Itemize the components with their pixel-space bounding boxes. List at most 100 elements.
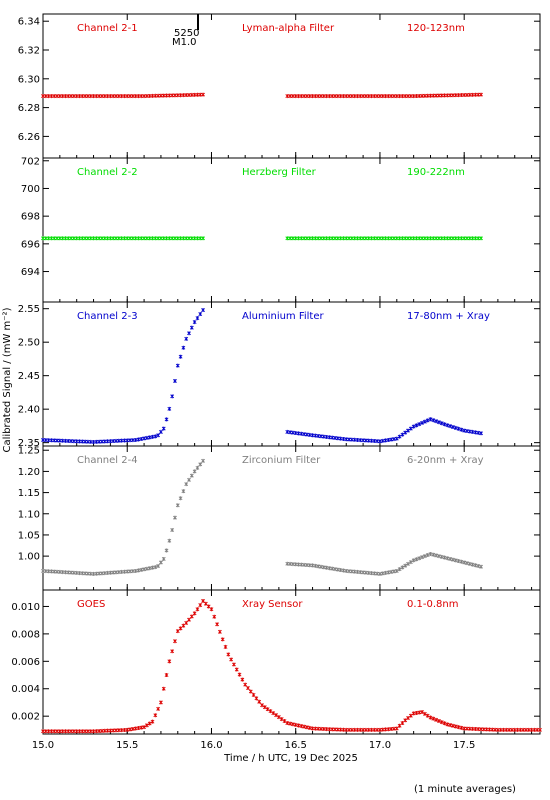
data-point bbox=[324, 236, 329, 241]
data-point bbox=[63, 729, 68, 734]
panel-frame bbox=[42, 445, 541, 591]
data-point bbox=[361, 94, 366, 99]
data-point bbox=[55, 94, 59, 99]
data-point bbox=[470, 236, 475, 241]
data-point bbox=[293, 94, 298, 99]
data-point bbox=[305, 432, 309, 437]
panel-label-0: GOES bbox=[77, 599, 105, 610]
data-point bbox=[91, 236, 96, 241]
data-point bbox=[203, 601, 208, 606]
data-point bbox=[254, 696, 259, 701]
panel-label-0: Channel 2-2 bbox=[77, 167, 138, 178]
data-point bbox=[380, 94, 385, 99]
data-point bbox=[97, 94, 102, 99]
panel-label-2: 6-20nm + Xray bbox=[407, 455, 484, 466]
y-tick-label: 2.55 bbox=[18, 304, 40, 315]
data-point bbox=[189, 236, 194, 241]
data-point bbox=[439, 421, 444, 426]
data-point bbox=[122, 236, 127, 241]
y-axis-title: Calibrated Signal / (mW m⁻²) bbox=[2, 307, 13, 452]
data-point bbox=[139, 236, 144, 241]
data-point bbox=[159, 560, 163, 565]
data-point bbox=[375, 727, 380, 732]
data-point bbox=[394, 726, 399, 731]
data-point bbox=[94, 94, 99, 99]
data-point bbox=[55, 236, 59, 241]
data-point bbox=[136, 726, 141, 731]
data-point bbox=[175, 236, 180, 241]
series-points bbox=[41, 308, 483, 444]
data-point bbox=[139, 725, 144, 730]
y-tick-label: 2.35 bbox=[18, 438, 40, 449]
data-point bbox=[285, 429, 290, 434]
y-tick-label: 1.15 bbox=[18, 488, 40, 499]
data-point bbox=[529, 727, 534, 732]
data-point bbox=[206, 604, 211, 609]
data-point bbox=[184, 482, 189, 487]
data-point bbox=[159, 429, 163, 434]
data-point bbox=[251, 692, 256, 697]
data-point bbox=[406, 561, 410, 566]
data-point bbox=[111, 94, 116, 99]
data-point bbox=[184, 336, 189, 341]
data-point bbox=[133, 568, 138, 573]
data-point bbox=[248, 689, 253, 694]
data-point bbox=[451, 723, 455, 728]
data-point bbox=[293, 236, 298, 241]
data-point bbox=[403, 718, 408, 723]
data-point bbox=[307, 236, 312, 241]
data-point bbox=[378, 236, 382, 241]
data-point bbox=[411, 236, 416, 241]
data-point bbox=[417, 710, 422, 715]
data-point bbox=[192, 236, 197, 241]
data-point bbox=[358, 94, 363, 99]
data-point bbox=[470, 429, 475, 434]
data-point bbox=[147, 435, 152, 440]
data-point bbox=[144, 566, 149, 571]
data-point bbox=[420, 420, 424, 425]
data-point bbox=[333, 567, 337, 572]
data-point bbox=[327, 236, 332, 241]
data-point bbox=[425, 713, 430, 718]
data-point bbox=[105, 236, 110, 241]
footnote: (1 minute averages) bbox=[414, 784, 516, 795]
data-point bbox=[366, 94, 371, 99]
data-point bbox=[178, 236, 183, 241]
panel-label-2: 0.1-0.8nm bbox=[407, 599, 459, 610]
y-tick-label: 0.008 bbox=[11, 629, 40, 640]
y-tick-label: 698 bbox=[21, 212, 40, 223]
data-point bbox=[130, 726, 135, 731]
panel-label-2: 120-123nm bbox=[407, 23, 465, 34]
data-point bbox=[344, 236, 349, 241]
data-point bbox=[178, 496, 183, 501]
data-point bbox=[144, 435, 149, 440]
data-point bbox=[473, 430, 478, 435]
data-point bbox=[43, 729, 48, 734]
data-point bbox=[114, 94, 118, 99]
data-point bbox=[198, 312, 203, 317]
data-point bbox=[296, 723, 301, 728]
data-point bbox=[268, 709, 273, 714]
data-point bbox=[290, 430, 295, 435]
data-point bbox=[282, 719, 287, 724]
data-point bbox=[55, 729, 59, 734]
data-point bbox=[310, 94, 315, 99]
data-point bbox=[192, 469, 197, 474]
data-point bbox=[538, 727, 542, 732]
data-point bbox=[144, 723, 149, 728]
x-tick-label: 15.5 bbox=[116, 740, 138, 751]
data-point bbox=[100, 94, 104, 99]
data-point bbox=[476, 430, 481, 435]
data-point bbox=[428, 417, 433, 422]
data-point bbox=[43, 236, 48, 241]
data-point bbox=[41, 94, 45, 99]
data-point bbox=[414, 557, 419, 562]
data-point bbox=[285, 721, 290, 726]
data-point bbox=[136, 568, 141, 573]
data-point bbox=[52, 94, 57, 99]
data-point bbox=[195, 607, 200, 612]
data-point bbox=[167, 659, 172, 664]
data-point bbox=[459, 427, 464, 432]
data-point bbox=[347, 727, 351, 732]
data-point bbox=[465, 429, 469, 434]
